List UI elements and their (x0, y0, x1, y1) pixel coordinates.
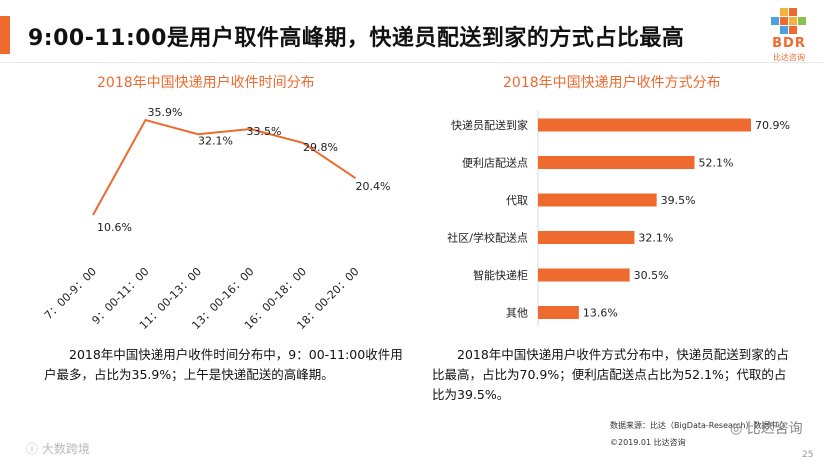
watermark-left-text: 大数跨境 (41, 442, 90, 456)
bar (538, 268, 630, 282)
line-data-label: 35.9% (148, 106, 183, 119)
watermark-right: ◎ 比达咨询 (730, 418, 803, 438)
bdr-logo-icon (771, 8, 806, 34)
logo-text: BDR (772, 36, 806, 51)
page-title: 9:00-11:00是用户取件高峰期，快递员配送到家的方式占比最高 (28, 26, 685, 51)
bar (538, 306, 579, 319)
line-data-label: 32.1% (198, 134, 233, 147)
bar-data-label: 30.5% (634, 269, 669, 282)
bar-category-label: 智能快递柜 (473, 268, 528, 282)
bar-data-label: 70.9% (755, 119, 790, 132)
bar-data-label: 39.5% (661, 194, 696, 207)
watermark-logo-icon: ⓘ (26, 442, 39, 456)
bar-category-label: 其他 (506, 307, 528, 320)
line-chart-title: 2018年中国快递用户收件时间分布 (97, 75, 315, 91)
bar (538, 156, 695, 169)
line-series (92, 118, 357, 216)
watermark-right-text: 比达咨询 (746, 421, 803, 437)
logo-subtitle: 比达咨询 (773, 53, 805, 62)
wechat-icon: ◎ (730, 421, 743, 437)
copyright: ©2019.01 比达咨询 (610, 438, 686, 447)
bar-data-label: 13.6% (583, 307, 618, 320)
bar-chart-caption: 2018年中国快递用户收件方式分布中，快递员配送到家的占比最高，占比为70.9%… (432, 347, 789, 402)
bar-chart-title: 2018年中国快递用户收件方式分布 (503, 75, 721, 91)
line-chart-caption: 2018年中国快递用户收件时间分布中，9：00-11:00收件用户最多，占比为3… (44, 347, 403, 382)
bar-category-label: 社区/学校配送点 (447, 231, 528, 245)
bar-category-label: 代取 (506, 194, 528, 207)
bar-category-label: 便利店配送点 (462, 156, 528, 170)
bar (538, 118, 751, 132)
line-data-label: 33.5% (247, 125, 282, 138)
title-accent-bar (0, 16, 10, 54)
page-number: 25 (802, 450, 814, 460)
bar-data-label: 32.1% (638, 232, 673, 245)
line-data-label: 20.4% (356, 180, 391, 193)
bar (538, 193, 657, 207)
line-data-label: 29.8% (303, 141, 338, 154)
title-divider (0, 62, 823, 63)
bar-category-label: 快递员配送到家 (451, 118, 528, 132)
line-data-label: 10.6% (97, 221, 132, 234)
bar (538, 231, 635, 244)
bar-data-label: 52.1% (699, 157, 734, 170)
data-source: 数据来源：比达（BigData-Research）数据中心 (610, 421, 786, 430)
watermark-left: ⓘ 大数跨境 (26, 440, 90, 457)
